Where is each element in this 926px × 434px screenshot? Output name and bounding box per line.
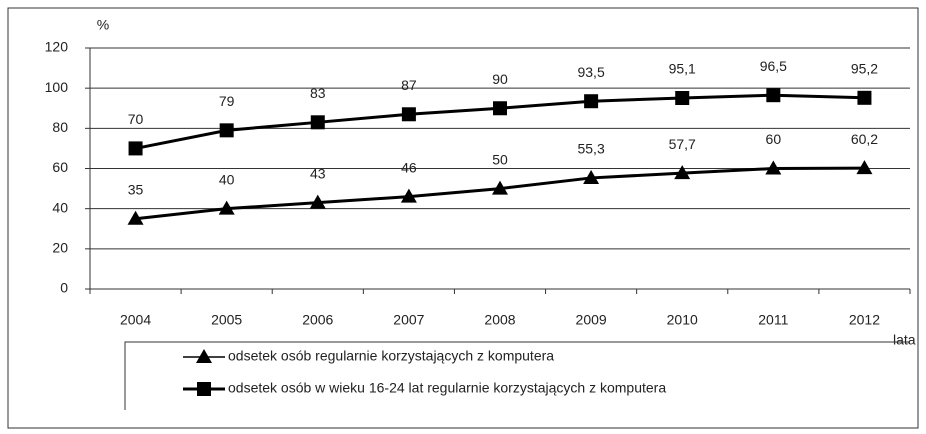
data-label: 90 (492, 71, 508, 87)
marker (675, 91, 690, 106)
data-label: 60,2 (851, 131, 878, 147)
x-tick-label: 2006 (302, 312, 333, 328)
data-label: 96,5 (760, 58, 787, 74)
marker (492, 180, 508, 195)
x-axis-label: lata (893, 332, 916, 348)
y-tick-label: 80 (52, 119, 68, 135)
data-label: 93,5 (577, 64, 604, 80)
data-label: 43 (310, 165, 326, 181)
marker (856, 160, 873, 175)
marker (128, 141, 143, 156)
data-label: 46 (401, 159, 417, 175)
marker (196, 349, 212, 363)
marker (766, 88, 781, 103)
marker (309, 194, 326, 209)
data-label: 83 (310, 85, 326, 101)
data-label: 57,7 (669, 136, 696, 152)
y-tick-label: 60 (52, 159, 68, 175)
data-label: 95,2 (851, 61, 878, 77)
data-label: 70 (128, 111, 144, 127)
marker (218, 200, 235, 215)
marker (584, 94, 599, 109)
frame (7, 7, 919, 429)
x-tick-label: 2009 (576, 312, 607, 328)
y-axis-label: % (97, 17, 109, 33)
marker (857, 90, 872, 105)
y-tick-label: 40 (52, 199, 68, 215)
data-label: 60 (766, 131, 782, 147)
data-label: 55,3 (577, 141, 604, 157)
y-tick-label: 120 (45, 39, 69, 55)
marker (400, 188, 417, 203)
legend-label: odsetek osób w wieku 16-24 lat regularni… (228, 380, 666, 396)
data-label: 40 (219, 171, 235, 187)
x-tick-label: 2010 (667, 312, 698, 328)
marker (765, 160, 782, 175)
y-tick-label: 20 (52, 240, 68, 256)
marker (310, 115, 325, 130)
x-tick-label: 2011 (758, 312, 788, 328)
marker (219, 123, 234, 138)
marker (401, 107, 416, 122)
data-label: 35 (128, 181, 144, 197)
legend-label: odsetek osób regularnie korzystających z… (228, 348, 554, 364)
data-label: 79 (219, 93, 235, 109)
x-tick-label: 2012 (849, 312, 880, 328)
marker (583, 169, 600, 184)
x-tick-label: 2005 (211, 312, 242, 328)
y-tick-label: 100 (45, 79, 69, 95)
x-tick-label: 2004 (120, 312, 151, 328)
data-label: 95,1 (669, 61, 696, 77)
x-tick-label: 2008 (484, 312, 515, 328)
x-tick-label: 2007 (393, 312, 424, 328)
marker (127, 210, 144, 225)
data-label: 50 (492, 151, 508, 167)
legend-box (124, 341, 910, 410)
y-tick-label: 0 (60, 280, 68, 296)
data-label: 87 (401, 77, 417, 93)
marker (674, 165, 691, 180)
marker (493, 101, 507, 116)
marker (197, 382, 211, 396)
